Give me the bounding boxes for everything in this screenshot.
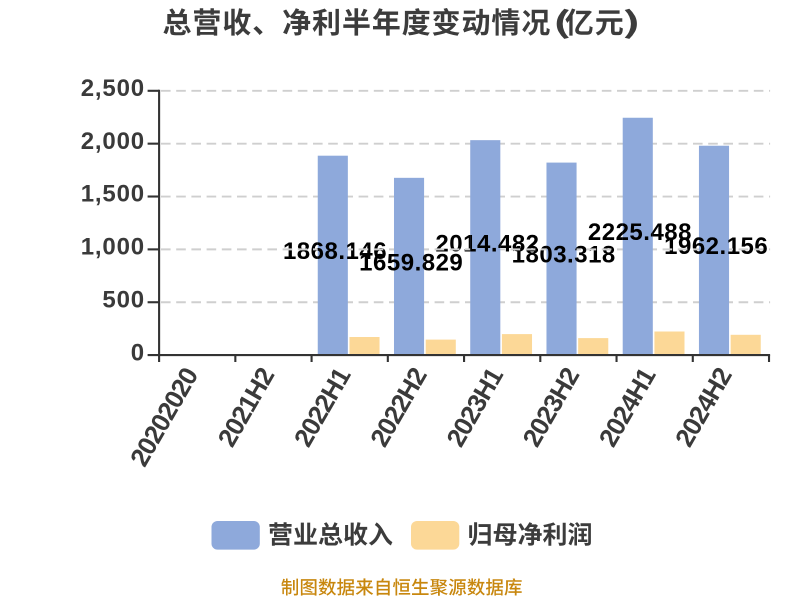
svg-text:2,000: 2,000 [81,128,145,155]
svg-text:500: 500 [102,286,145,313]
svg-text:0: 0 [131,339,145,366]
svg-text:1,000: 1,000 [81,234,145,261]
svg-text:2,500: 2,500 [81,75,145,102]
svg-text:1,500: 1,500 [81,181,145,208]
